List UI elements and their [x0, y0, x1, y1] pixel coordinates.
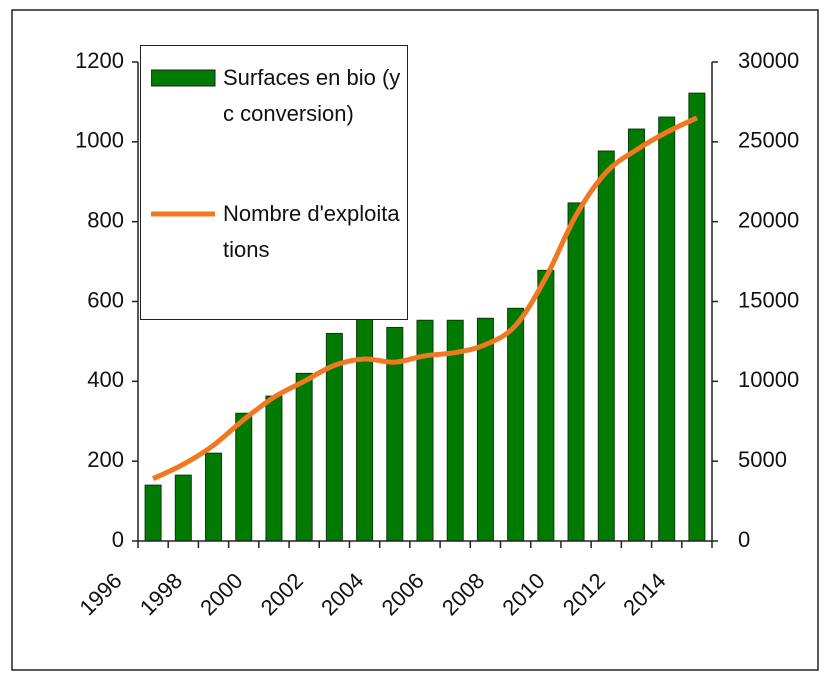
x-tick-label: 1996 [74, 568, 126, 620]
legend: Surfaces en bio (yc conversion) Nombre d… [140, 45, 408, 320]
y-tick-label: 400 [87, 367, 124, 392]
bar [144, 484, 162, 542]
y2-tick-label: 15000 [738, 287, 799, 312]
bar [567, 202, 585, 542]
x-tick-label: 2004 [316, 568, 368, 620]
x-tick-label: 1998 [135, 568, 187, 620]
x-tick-label: 2006 [377, 568, 429, 620]
x-tick-label: 2010 [497, 568, 549, 620]
line [152, 115, 698, 481]
bar [627, 128, 645, 542]
x-tick-label: 2012 [558, 568, 610, 620]
frame [11, 9, 819, 671]
bar [356, 312, 374, 542]
bar [507, 307, 525, 542]
y-tick-label: 1200 [75, 48, 124, 73]
bar [265, 395, 283, 542]
y2-tick-label: 10000 [738, 367, 799, 392]
legend-label: Surfaces en bio (yc conversion) [223, 65, 401, 126]
y2-tick-label: 0 [738, 527, 750, 552]
bar [537, 269, 555, 542]
legend-swatch [151, 69, 216, 87]
y2-tick-label: 5000 [738, 447, 787, 472]
bar [688, 92, 706, 542]
bar [205, 452, 223, 542]
x-tick-label: 2014 [618, 568, 670, 620]
bar [597, 150, 615, 542]
y-tick-label: 0 [112, 527, 124, 552]
legend-label: Nombre d'exploitations [223, 201, 400, 262]
y2-tick-label: 30000 [738, 48, 799, 73]
bar [174, 474, 192, 542]
bar [476, 317, 494, 542]
y-tick-label: 200 [87, 447, 124, 472]
x-tick-label: 2008 [437, 568, 489, 620]
y2-tick-label: 20000 [738, 207, 799, 232]
y-tick-label: 800 [87, 207, 124, 232]
bar [235, 412, 253, 542]
y-tick-label: 600 [87, 287, 124, 312]
x-tick-label: 2002 [256, 568, 308, 620]
bar [658, 116, 676, 542]
legend-swatch [151, 211, 215, 217]
y2-tick-label: 25000 [738, 128, 799, 153]
y-tick-label: 1000 [75, 128, 124, 153]
bar [295, 372, 313, 542]
x-tick-label: 2000 [195, 568, 247, 620]
